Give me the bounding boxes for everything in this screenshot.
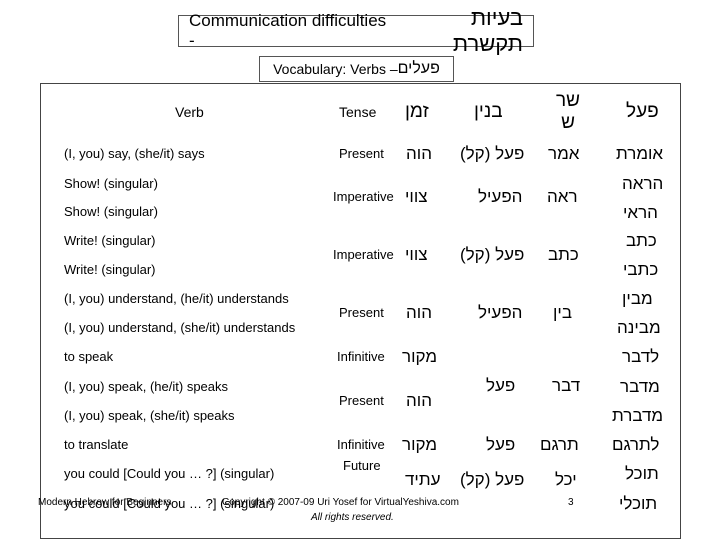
footer-rights: All rights reserved. bbox=[311, 512, 394, 523]
row-1-binyan: פעל (קל) bbox=[460, 144, 525, 163]
row-10-tense: Present bbox=[339, 393, 384, 408]
row-9-poal: מדבר bbox=[620, 377, 660, 396]
row-6-verb: (I, you) understand, (he/it) understands bbox=[64, 291, 289, 306]
slide-subtitle-english: Vocabulary: Verbs – bbox=[273, 61, 398, 77]
row-1-zman: הוה bbox=[406, 144, 432, 163]
row-7-zman: הוה bbox=[406, 303, 432, 322]
slide-title-english: Communication difficulties - bbox=[189, 11, 387, 50]
row-12-tense: Future bbox=[343, 458, 381, 473]
footer-page-number: 3 bbox=[568, 497, 574, 508]
header-tense: Tense bbox=[339, 104, 377, 120]
row-1-shoresh: אמר bbox=[548, 144, 580, 163]
row-7-shoresh: בין bbox=[553, 303, 573, 322]
slide-subtitle: Vocabulary: Verbs – פעלים bbox=[259, 56, 454, 82]
row-9-binyan: פעל bbox=[486, 376, 516, 395]
row-1-poal: אומרת bbox=[616, 144, 664, 163]
vocabulary-table bbox=[40, 83, 681, 539]
row-12-verb: you could [Could you … ?] (singular) bbox=[64, 466, 275, 481]
row-12-binyan: פעל (קל) bbox=[460, 470, 525, 489]
row-11-poal: לתרגם bbox=[612, 435, 660, 454]
row-9-verb: (I, you) speak, (he/it) speaks bbox=[64, 379, 229, 394]
row-11-shoresh: תרגם bbox=[540, 435, 579, 454]
row-13-poal: תוכלי bbox=[619, 494, 658, 513]
slide-subtitle-hebrew: פעלים bbox=[397, 60, 440, 77]
header-shoresh: שר ש bbox=[555, 90, 581, 133]
header-poal: פעל bbox=[626, 101, 659, 122]
header-verb: Verb bbox=[175, 104, 204, 120]
row-11-tense: Infinitive bbox=[337, 437, 385, 452]
row-8-tense: Infinitive bbox=[337, 349, 385, 364]
row-1-tense: Present bbox=[339, 146, 384, 161]
row-4-poal: כתב bbox=[626, 231, 657, 250]
row-11-verb: to translate bbox=[64, 437, 129, 452]
row-5-verb: Write! (singular) bbox=[64, 262, 156, 277]
row-5-binyan: פעל (קל) bbox=[460, 245, 525, 264]
row-11-binyan: פעל bbox=[486, 435, 516, 454]
row-13-verb: you could [Could you … ?] (singular) bbox=[64, 496, 275, 511]
row-7-tense: Present bbox=[339, 305, 384, 320]
footer-course-title: Modern Hebrew for Beginners bbox=[38, 497, 172, 508]
row-12-poal: תוכל bbox=[625, 464, 659, 483]
row-3-shoresh: ראה bbox=[547, 187, 578, 206]
row-8-poal: לדבר bbox=[622, 347, 660, 366]
row-3-poal: הראי bbox=[623, 203, 658, 222]
slide-title-hebrew: בעיות תקשרת bbox=[452, 5, 523, 56]
row-3-zman: צווי bbox=[405, 187, 428, 206]
row-5-tense: Imperative bbox=[333, 247, 394, 262]
row-11-zman: מקור bbox=[402, 435, 438, 454]
row-3-verb: Show! (singular) bbox=[64, 204, 158, 219]
row-5-zman: צווי bbox=[405, 245, 428, 264]
row-8-verb: to speak bbox=[64, 349, 114, 364]
row-12-zman: עתיד bbox=[405, 470, 441, 489]
row-7-binyan: הפעיל bbox=[478, 303, 523, 322]
row-10-zman: הוה bbox=[406, 391, 432, 410]
header-binyan: בנין bbox=[474, 101, 503, 122]
slide-title: Communication difficulties - בעיות תקשרת bbox=[178, 5, 534, 56]
row-2-verb: Show! (singular) bbox=[64, 176, 158, 191]
row-1-verb: (I, you) say, (she/it) says bbox=[64, 146, 205, 161]
row-12-shoresh: יכל bbox=[555, 470, 577, 489]
row-7-verb: (I, you) understand, (she/it) understand… bbox=[64, 320, 296, 335]
row-4-verb: Write! (singular) bbox=[64, 233, 156, 248]
row-10-verb: (I, you) speak, (she/it) speaks bbox=[64, 408, 235, 423]
row-8-zman: מקור bbox=[402, 347, 438, 366]
row-3-binyan: הפעיל bbox=[478, 187, 523, 206]
row-2-poal: הראה bbox=[622, 174, 664, 193]
row-10-poal: מדברת bbox=[612, 406, 664, 425]
footer-copyright: Copyright © 2007-09 Uri Yosef for Virtua… bbox=[222, 497, 459, 508]
header-zman: זמן bbox=[405, 101, 429, 122]
row-9-shoresh: דבר bbox=[552, 376, 581, 395]
row-6-poal: מבין bbox=[622, 289, 653, 308]
row-5-poal: כתבי bbox=[623, 260, 659, 279]
row-5-shoresh: כתב bbox=[548, 245, 579, 264]
row-3-tense: Imperative bbox=[333, 189, 394, 204]
row-7-poal: מבינה bbox=[617, 318, 661, 337]
